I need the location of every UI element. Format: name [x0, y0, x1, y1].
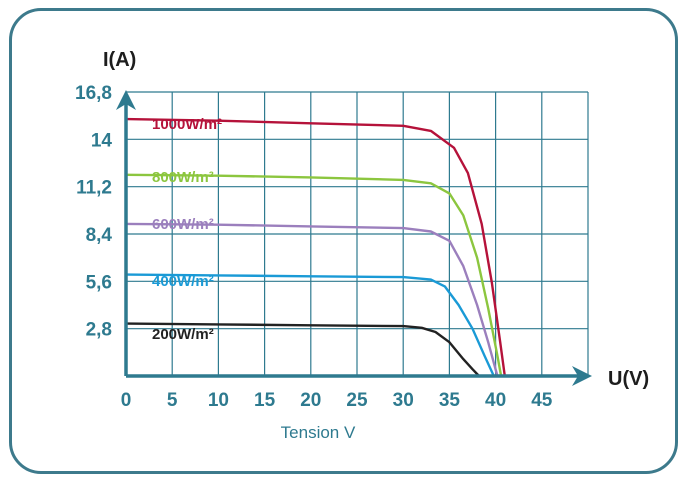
- x-tick-label: 45: [531, 390, 553, 411]
- tick-labels: 0 5 10 15 20 25 30 35 40 45 2,8 5,6 8,4 11,2 14 16,8: [75, 83, 553, 411]
- y-tick-label: 5,6: [86, 272, 112, 293]
- chart-frame: [9, 8, 678, 474]
- series-label-3: 400W/m²: [152, 273, 214, 290]
- series-label-1: 800W/m²: [152, 169, 214, 186]
- x-axis-caption: Tension V: [281, 423, 356, 442]
- series-line-2: [125, 222, 499, 377]
- series-line-4: [125, 322, 480, 377]
- x-tick-label: 5: [167, 390, 178, 411]
- series-line-1: [125, 173, 503, 377]
- y-tick-label: 11,2: [76, 178, 112, 199]
- series-labels: 1000W/m² 800W/m² 600W/m² 400W/m² 200W/m²: [152, 116, 222, 343]
- x-tick-label: 15: [254, 390, 276, 411]
- y-tick-label: 14: [91, 130, 113, 151]
- series-group: [125, 117, 506, 377]
- x-tick-label: 20: [300, 390, 321, 411]
- x-axis-title: U(V): [608, 368, 649, 390]
- x-tick-label: 30: [393, 390, 414, 411]
- axes: [116, 90, 592, 386]
- y-tick-label: 2,8: [86, 320, 112, 341]
- x-axis-arrow-icon: [572, 366, 592, 386]
- y-tick-label: 8,4: [86, 225, 113, 246]
- x-tick-label: 35: [439, 390, 461, 411]
- series-label-4: 200W/m²: [152, 326, 214, 343]
- y-axis-title: I(A): [103, 49, 136, 71]
- grid: [126, 91, 589, 376]
- x-tick-label: 40: [485, 390, 506, 411]
- y-axis-arrow-icon: [116, 90, 136, 110]
- series-label-0: 1000W/m²: [152, 116, 222, 133]
- series-line-0: [125, 117, 506, 377]
- series-line-3: [125, 273, 495, 377]
- x-tick-label: 0: [121, 390, 132, 411]
- x-tick-label: 10: [208, 390, 229, 411]
- series-label-2: 600W/m²: [152, 216, 214, 233]
- x-tick-label: 25: [346, 390, 368, 411]
- y-tick-label: 16,8: [75, 83, 112, 104]
